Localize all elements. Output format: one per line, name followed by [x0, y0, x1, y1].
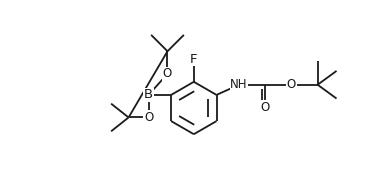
Text: NH: NH	[230, 78, 248, 91]
Text: F: F	[190, 53, 198, 66]
Text: O: O	[144, 111, 153, 124]
Text: B: B	[144, 88, 153, 101]
Text: O: O	[287, 78, 296, 91]
Text: O: O	[261, 101, 270, 114]
Text: O: O	[163, 67, 172, 80]
